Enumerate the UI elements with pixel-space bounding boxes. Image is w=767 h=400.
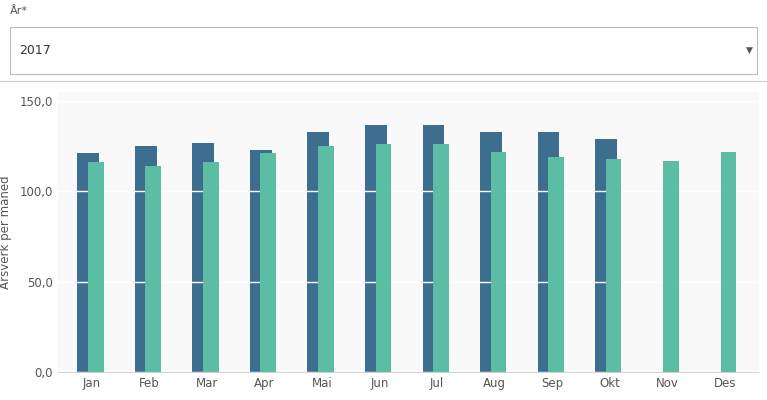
Bar <box>365 124 387 372</box>
Bar <box>491 152 506 372</box>
Bar <box>595 139 617 372</box>
Bar <box>423 124 444 372</box>
Bar <box>203 162 219 372</box>
Bar <box>376 144 391 372</box>
Bar <box>480 132 502 372</box>
Bar <box>318 146 334 372</box>
Bar <box>538 132 559 372</box>
Y-axis label: Årsverk per måned: Årsverk per måned <box>0 175 12 289</box>
Bar <box>663 161 679 372</box>
Text: 2017: 2017 <box>19 44 51 57</box>
Text: År*: År* <box>10 6 28 16</box>
Bar <box>308 132 329 372</box>
Bar <box>250 150 272 372</box>
Bar <box>606 159 621 372</box>
Bar <box>548 157 564 372</box>
Bar <box>261 154 276 372</box>
Text: ▼: ▼ <box>746 46 753 55</box>
Bar <box>433 144 449 372</box>
Bar <box>88 162 104 372</box>
Bar <box>721 152 736 372</box>
Bar <box>193 142 214 372</box>
Bar <box>146 166 161 372</box>
FancyBboxPatch shape <box>10 27 757 74</box>
Bar <box>77 154 99 372</box>
Bar <box>135 146 156 372</box>
